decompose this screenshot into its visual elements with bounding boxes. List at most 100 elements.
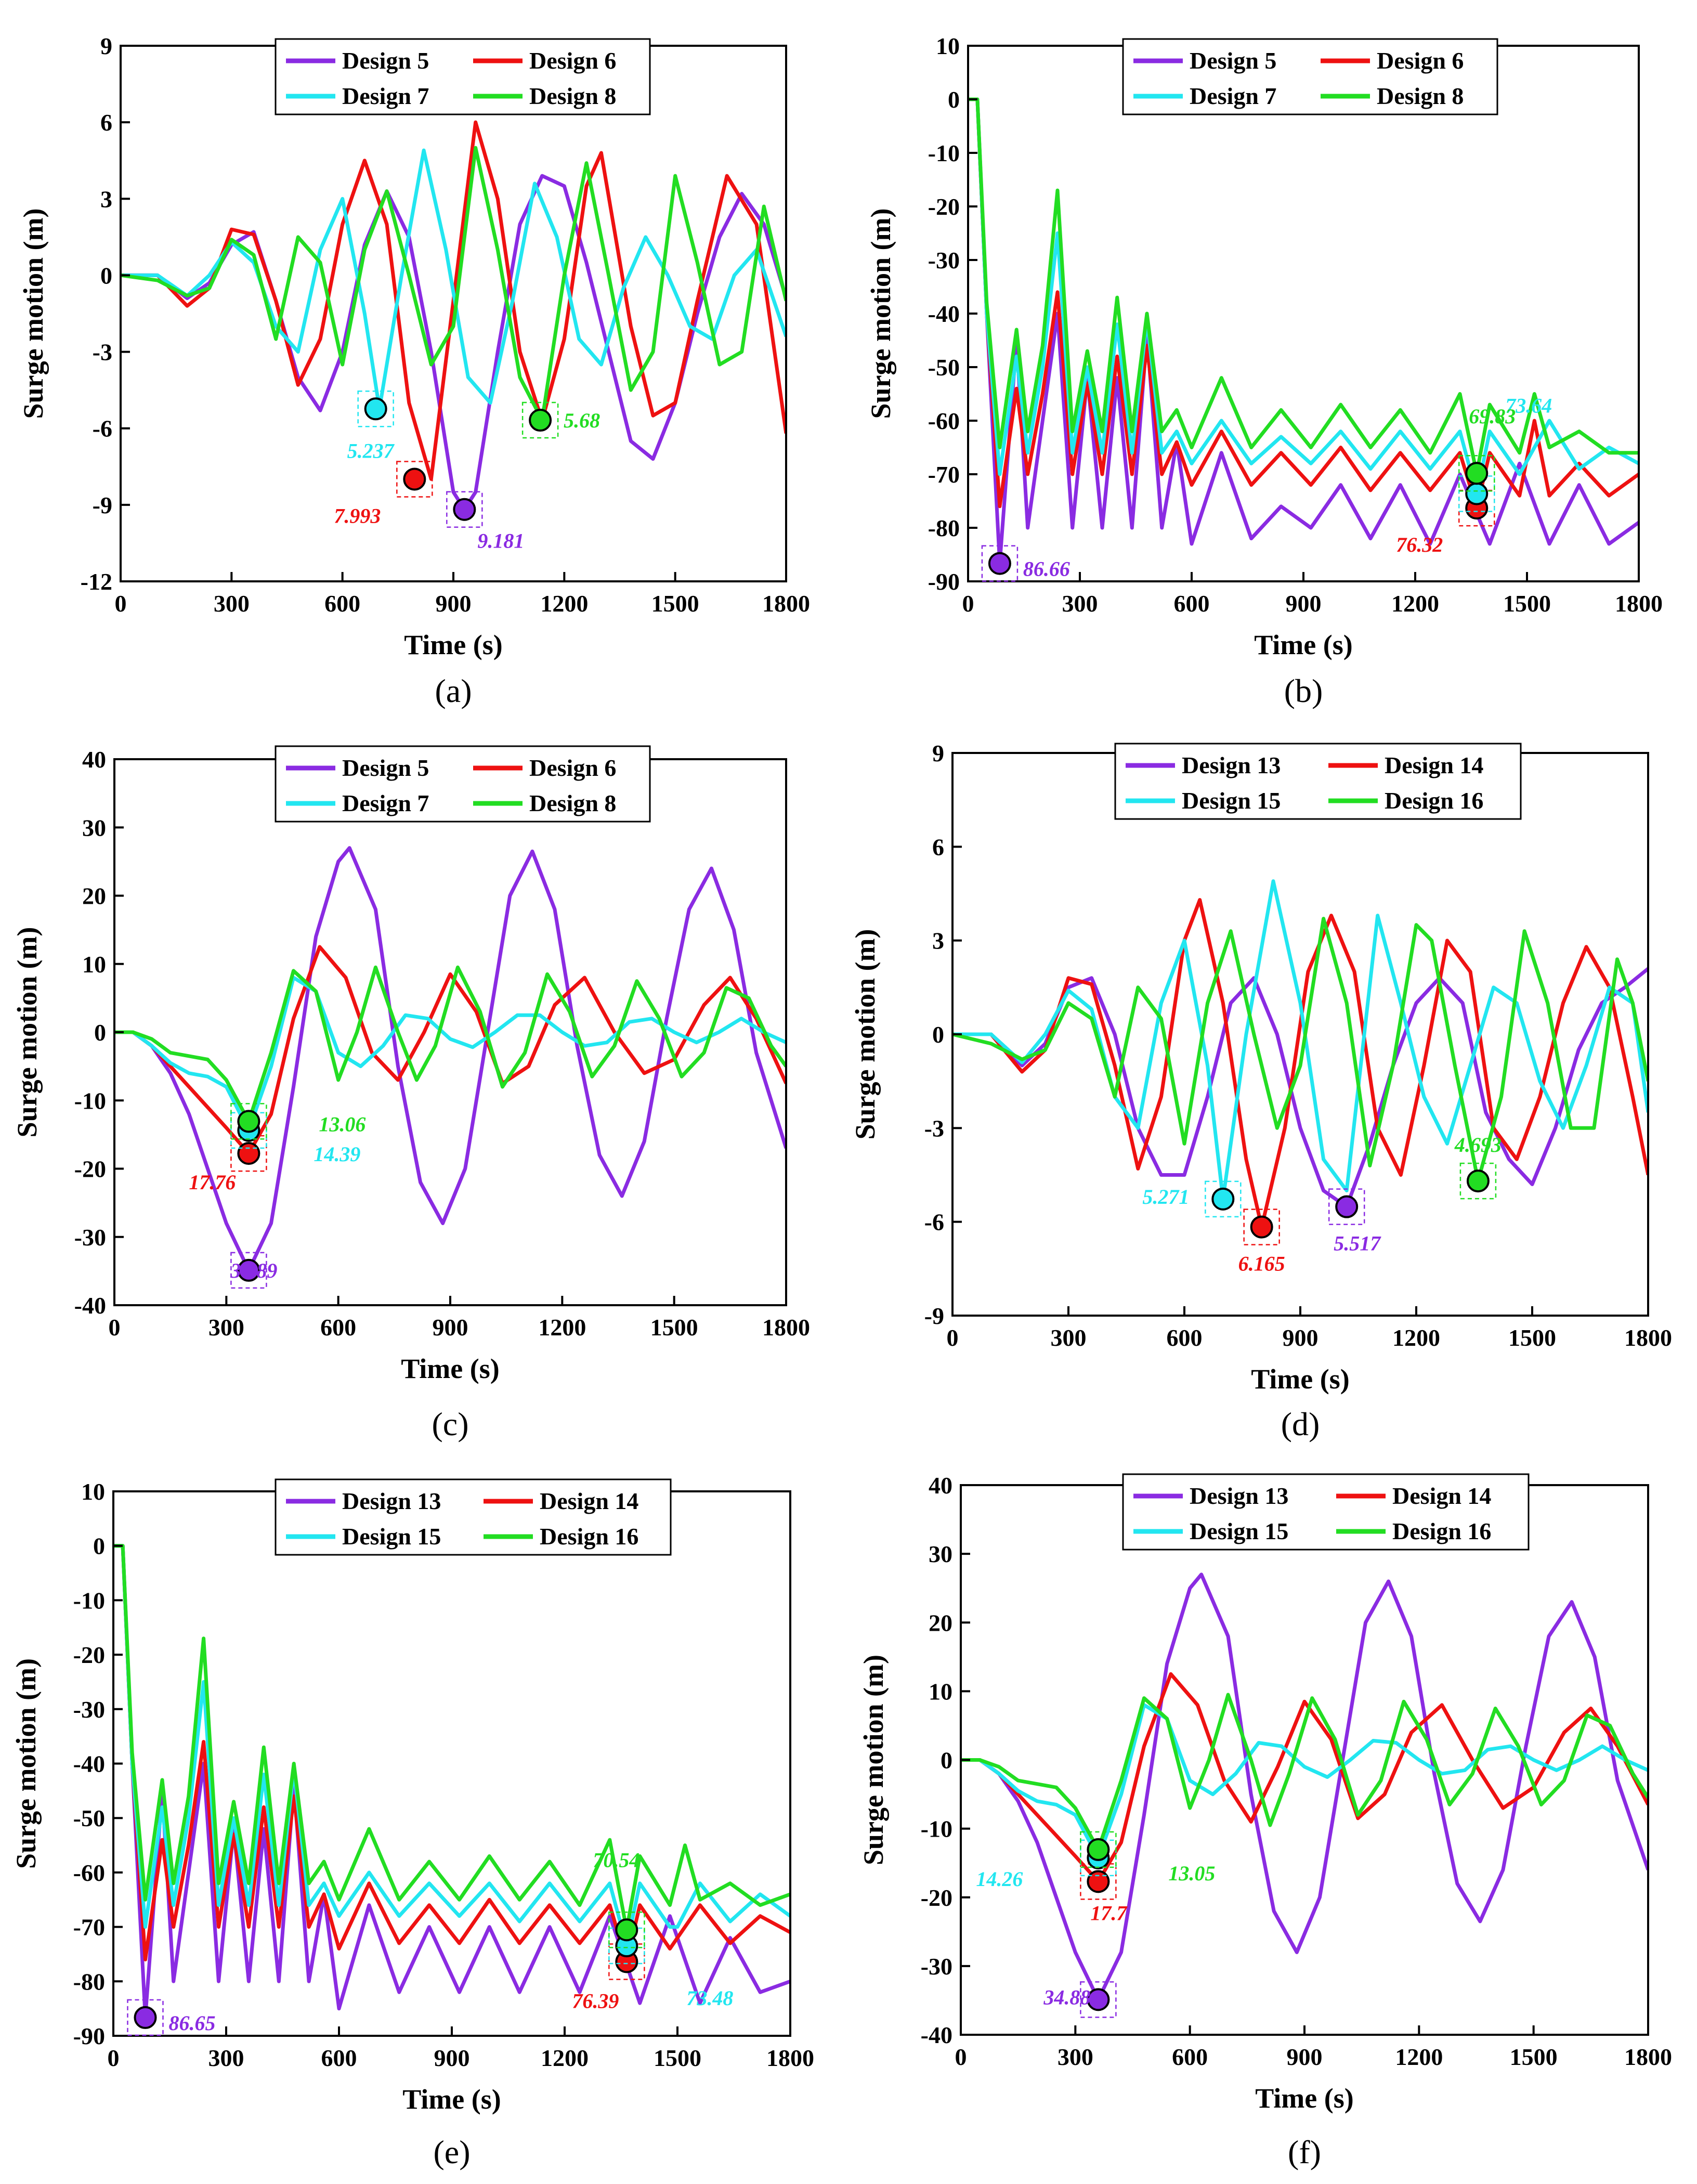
series-line-design-14 xyxy=(113,1544,790,1964)
x-tick-label: 900 xyxy=(1287,2044,1323,2070)
y-tick-label: -40 xyxy=(928,301,960,327)
annotation-label: 34.89 xyxy=(230,1259,277,1282)
y-tick-label: -10 xyxy=(928,140,960,166)
chart-panel-e: 0 300 600 900 1200 1500 1800 -90 -80 -70 -60 -50 -40… xyxy=(10,1478,814,2170)
x-tick-label: 300 xyxy=(208,2045,244,2071)
series-line-design-5 xyxy=(968,97,1639,566)
x-axis-label: Time (s) xyxy=(402,2084,501,2115)
annotation-marker xyxy=(1466,1169,1490,1193)
series-line-design-13 xyxy=(952,967,1648,1209)
legend-entry: Design 16 xyxy=(540,1523,638,1550)
x-tick-label: 900 xyxy=(1283,1324,1319,1351)
y-tick-label: -6 xyxy=(93,415,112,442)
y-tick-label: -90 xyxy=(928,568,960,595)
annotation-label: 34.88 xyxy=(1043,1985,1090,2009)
series-line-design-6 xyxy=(114,945,786,1155)
annotation-design-16: 70.54 xyxy=(593,1848,645,1948)
annotation-label: 17.7 xyxy=(1090,1901,1128,1925)
plot-frame xyxy=(113,758,787,1306)
legend-entry: Design 6 xyxy=(529,47,616,74)
annotation-label: 73.64 xyxy=(1505,394,1552,417)
plot-frame xyxy=(112,1490,791,2037)
y-tick-label: 6 xyxy=(100,109,112,136)
y-tick-label: -40 xyxy=(921,2022,952,2048)
annotation-marker xyxy=(237,1258,260,1282)
x-tick-label: 900 xyxy=(1286,590,1322,617)
x-axis-label: Time (s) xyxy=(1254,629,1352,660)
annotation-design-13: 5.517 xyxy=(1328,1188,1381,1255)
y-tick-label: -20 xyxy=(928,193,960,220)
y-tick-label: -10 xyxy=(74,1087,106,1114)
annotation-marker xyxy=(1087,1838,1110,1861)
annotation-dash-box xyxy=(1459,1162,1497,1200)
series-line-design-16 xyxy=(961,1693,1648,1852)
annotation-label: 76.39 xyxy=(572,1990,619,2013)
annotation-label: 86.66 xyxy=(1023,557,1070,581)
series-line-design-5 xyxy=(114,846,786,1272)
series-group xyxy=(114,846,786,1272)
annotation-marker xyxy=(364,397,387,421)
x-tick-label: 1800 xyxy=(766,2045,814,2071)
legend-entry: Design 13 xyxy=(1190,1483,1288,1509)
y-tick-label: -40 xyxy=(74,1292,106,1319)
legend: Design 13 Design 14 Design 15 Design 16 xyxy=(1122,1473,1530,1551)
y-tick-label: -20 xyxy=(921,1884,952,1911)
annotation-label: 6.165 xyxy=(1238,1252,1285,1276)
y-tick-label: -80 xyxy=(928,515,960,541)
chart-panel-d: 0 300 600 900 1200 1500 1800 -9 -6 -3 0 3 6 9 Time (s)… xyxy=(850,740,1672,1442)
legend-box xyxy=(1122,38,1498,115)
chart-panel-b: 0 300 600 900 1200 1500 1800 -90 -80 -70 -60 -50 -40… xyxy=(865,33,1663,709)
x-tick-label: 900 xyxy=(434,2045,470,2071)
legend: Design 13 Design 14 Design 15 Design 16 xyxy=(1114,743,1522,820)
y-tick-label: -6 xyxy=(924,1209,944,1236)
y-tick-label: 10 xyxy=(81,1478,105,1505)
y-tick-label: -30 xyxy=(921,1953,952,1980)
legend-entry: Design 13 xyxy=(1182,752,1281,778)
y-tick-label: 20 xyxy=(929,1609,952,1636)
annotation-dash-box xyxy=(446,491,483,528)
series-line-design-13 xyxy=(113,1544,790,2020)
annotation-marker xyxy=(237,1142,260,1165)
legend-entry: Design 5 xyxy=(342,755,429,781)
annotation-marker xyxy=(453,498,476,521)
panel-label: (e) xyxy=(433,2134,470,2170)
legend-entry: Design 8 xyxy=(529,790,616,816)
x-tick-label: 1800 xyxy=(1615,590,1663,617)
annotation-dash-box xyxy=(357,391,394,427)
annotation-label: 73.48 xyxy=(686,1986,733,2010)
annotation-marker xyxy=(1250,1215,1273,1239)
x-tick-label: 0 xyxy=(108,2045,120,2071)
annotation-design-15: 5.271 xyxy=(1142,1180,1242,1218)
x-tick-label: 1500 xyxy=(650,1314,698,1341)
y-axis-label: Surge motion (m) xyxy=(10,1658,42,1869)
x-tick-label: 1200 xyxy=(541,2045,589,2071)
series-group xyxy=(968,97,1639,566)
y-tick-label: 0 xyxy=(94,1019,106,1046)
annotation-design-7: 5.237 xyxy=(347,391,395,462)
series-group xyxy=(113,1544,790,2020)
x-axis-label: Time (s) xyxy=(404,629,502,660)
x-tick-label: 600 xyxy=(1172,2044,1208,2070)
x-axis-label: Time (s) xyxy=(401,1353,499,1384)
x-tick-label: 1200 xyxy=(540,590,588,617)
series-line-design-7 xyxy=(114,976,786,1133)
x-tick-label: 300 xyxy=(208,1314,244,1341)
x-tick-label: 1800 xyxy=(1624,1324,1672,1351)
y-tick-label: 0 xyxy=(948,86,960,113)
x-tick-label: 1200 xyxy=(1392,1324,1440,1351)
y-axis-label: Surge motion (m) xyxy=(18,209,49,419)
series-line-design-8 xyxy=(114,965,786,1123)
x-tick-label: 300 xyxy=(1062,590,1098,617)
x-tick-label: 1800 xyxy=(1624,2044,1672,2070)
series-line-design-15 xyxy=(952,879,1648,1201)
x-tick-label: 0 xyxy=(955,2044,967,2070)
y-axis-label: Surge motion (m) xyxy=(865,209,896,419)
y-tick-label: 3 xyxy=(932,928,944,954)
series-line-design-13 xyxy=(961,1572,1648,2001)
series-line-design-6 xyxy=(968,97,1639,510)
series-line-design-14 xyxy=(961,1672,1648,1883)
y-tick-label: -9 xyxy=(93,492,112,518)
y-axis-label: Surge motion (m) xyxy=(850,929,881,1140)
x-tick-label: 1800 xyxy=(762,590,810,617)
